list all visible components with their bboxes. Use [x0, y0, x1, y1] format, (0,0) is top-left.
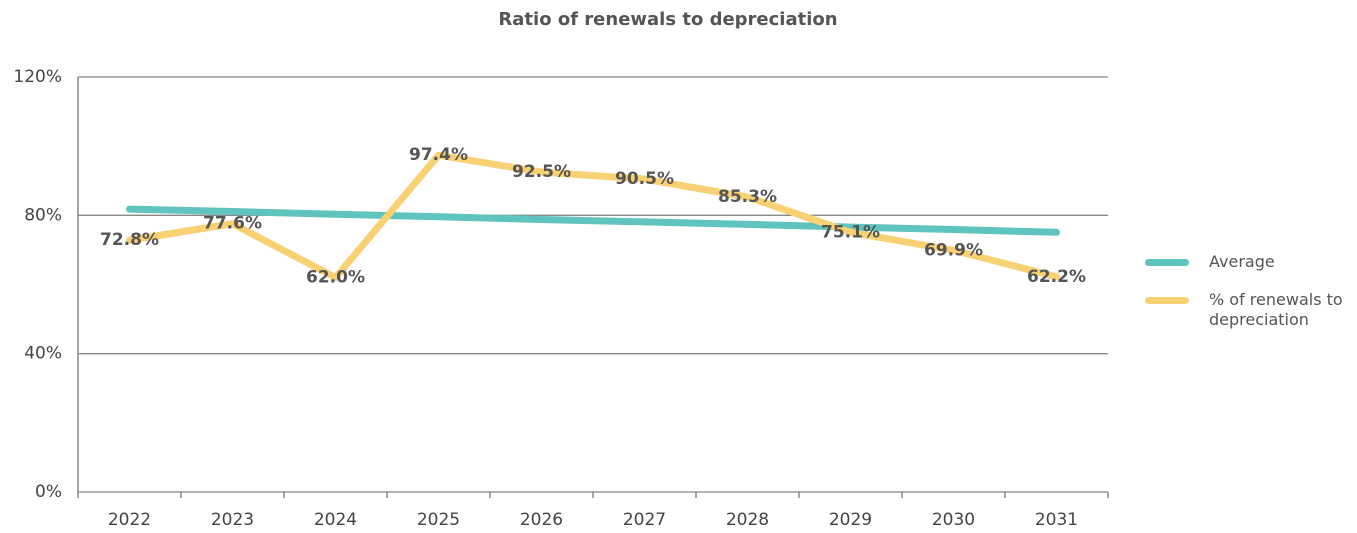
- data-label: 72.8%: [100, 230, 159, 250]
- legend-item: Average: [1145, 252, 1357, 272]
- x-tick-label: 2024: [314, 510, 357, 530]
- data-label: 75.1%: [821, 222, 880, 242]
- x-tick-label: 2023: [211, 510, 254, 530]
- x-tick-label: 2030: [932, 510, 975, 530]
- x-tick-label: 2027: [623, 510, 666, 530]
- data-label: 62.0%: [306, 268, 365, 288]
- x-tick-label: 2029: [829, 510, 872, 530]
- y-tick-label: 80%: [24, 205, 62, 225]
- y-tick-label: 120%: [13, 67, 62, 87]
- data-label: 92.5%: [512, 162, 571, 182]
- data-label: 69.9%: [924, 240, 983, 260]
- data-label: 90.5%: [615, 169, 674, 189]
- legend-item: % of renewals to depreciation: [1145, 290, 1357, 330]
- series-line: [126, 205, 1060, 236]
- y-tick-label: 40%: [24, 344, 62, 364]
- series-line: [126, 151, 1060, 282]
- data-label: 85.3%: [718, 187, 777, 207]
- data-label: 62.2%: [1027, 267, 1086, 287]
- legend-label: Average: [1209, 252, 1275, 271]
- legend-swatch: [1145, 259, 1189, 266]
- data-label: 97.4%: [409, 145, 468, 165]
- legend-label: % of renewals to depreciation: [1209, 290, 1343, 329]
- x-tick-label: 2031: [1035, 510, 1078, 530]
- x-tick-label: 2025: [417, 510, 460, 530]
- y-tick-label: 0%: [35, 482, 62, 502]
- data-label: 77.6%: [203, 214, 262, 234]
- x-tick-label: 2022: [108, 510, 151, 530]
- legend: Average % of renewals to depreciation: [1145, 252, 1357, 348]
- chart-title: Ratio of renewals to depreciation: [498, 9, 837, 30]
- x-tick-label: 2026: [520, 510, 563, 530]
- legend-swatch: [1145, 297, 1189, 304]
- x-tick-label: 2028: [726, 510, 769, 530]
